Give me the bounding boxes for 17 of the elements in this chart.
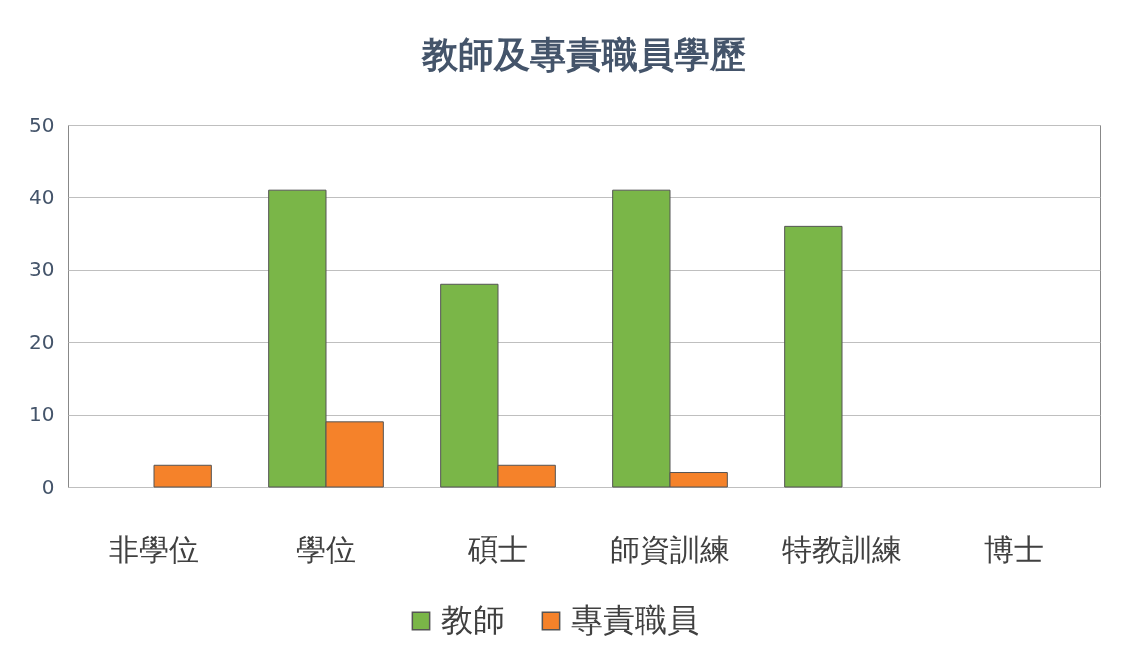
x-tick-label: 學位 bbox=[296, 531, 356, 567]
legend-label: 教師 bbox=[441, 601, 505, 639]
y-tick-label: 50 bbox=[29, 112, 55, 137]
bar bbox=[153, 464, 212, 488]
chart-title: 教師及專責職員學歷 bbox=[421, 34, 746, 75]
x-tick-label: 碩士 bbox=[467, 531, 528, 567]
y-tick-label: 10 bbox=[29, 402, 55, 427]
x-tick-label: 非學位 bbox=[109, 531, 199, 567]
y-tick-label: 30 bbox=[29, 257, 55, 282]
x-tick-label: 師資訓練 bbox=[610, 531, 730, 567]
x-tick-label: 博士 bbox=[984, 531, 1044, 567]
bar bbox=[784, 225, 843, 488]
legend-label: 專責職員 bbox=[571, 601, 699, 639]
y-tick-label: 40 bbox=[29, 184, 55, 209]
x-tick-label: 特教訓練 bbox=[782, 531, 902, 567]
y-tick-label: 0 bbox=[41, 474, 55, 499]
y-tick-label: 20 bbox=[29, 329, 55, 354]
